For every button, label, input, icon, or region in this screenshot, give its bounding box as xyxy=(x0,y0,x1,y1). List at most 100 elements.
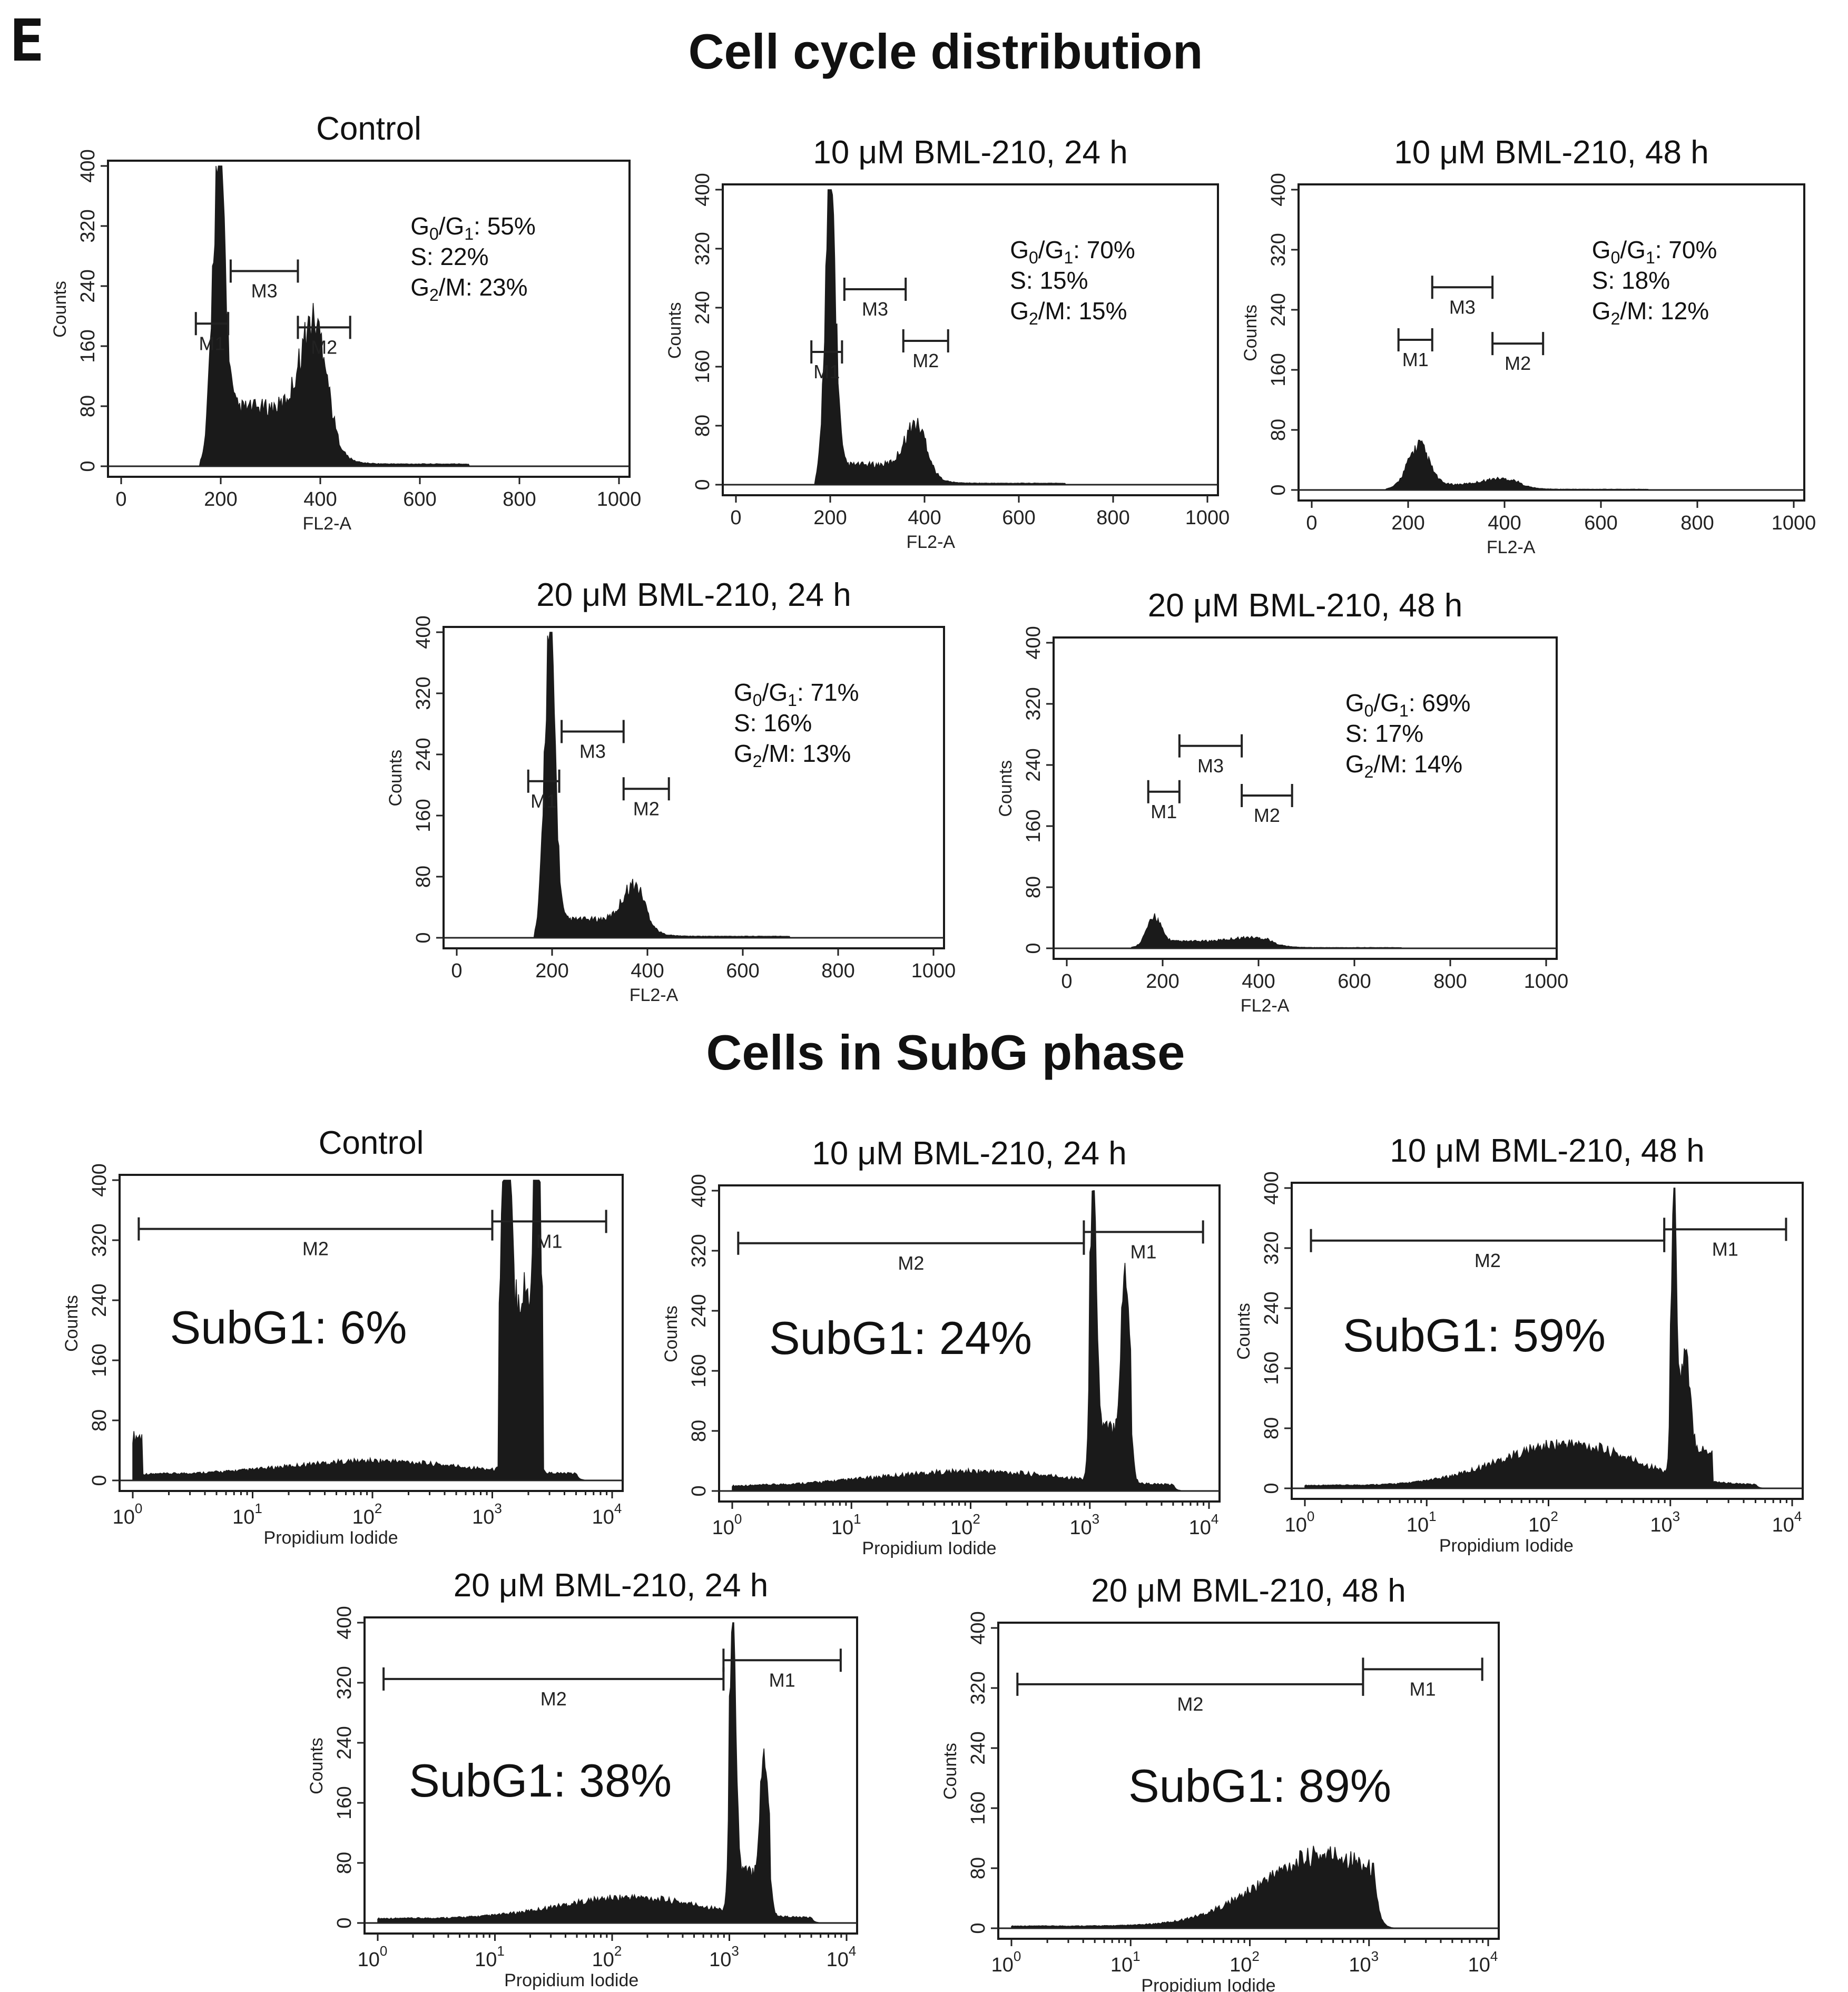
gate-m2 xyxy=(1241,784,1293,807)
gate-label: M2 xyxy=(1475,1250,1501,1271)
plot-frame xyxy=(1291,1182,1804,1500)
gate-m3 xyxy=(229,259,299,283)
phase-stat: G0/G1: 70% xyxy=(1010,236,1135,267)
phase-stat: G2/M: 15% xyxy=(1010,297,1127,328)
y-tick-label: 320 xyxy=(688,1234,710,1267)
x-tick-label: 400 xyxy=(631,960,664,982)
chart-title: 10 μM BML-210, 48 h xyxy=(1394,134,1708,171)
chart-1: Control 0 200 400 600 800 1000 0 80 160 240 320 400 F… xyxy=(50,111,641,534)
chart-title: 20 μM BML-210, 48 h xyxy=(1091,1573,1405,1609)
phase-stat: S: 17% xyxy=(1345,720,1423,747)
subg1-value: SubG1: 59% xyxy=(1343,1309,1606,1361)
y-tick-label: 80 xyxy=(333,1852,356,1874)
x-tick-label: 200 xyxy=(1146,970,1179,993)
phase-stat: S: 22% xyxy=(410,243,488,270)
y-tick-label: 240 xyxy=(412,738,435,771)
gate-label: M1 xyxy=(1402,349,1429,370)
y-tick-label: 0 xyxy=(77,460,99,472)
y-tick-label: 240 xyxy=(1023,748,1045,781)
x-tick-label: 102 xyxy=(352,1500,382,1528)
y-tick-label: 320 xyxy=(89,1223,111,1257)
y-tick-label: 0 xyxy=(692,479,714,490)
chart-title: 20 μM BML-210, 24 h xyxy=(454,1567,768,1604)
gate-label: M1 xyxy=(1410,1678,1436,1700)
y-axis-label: Counts xyxy=(386,750,406,807)
x-tick-label: 101 xyxy=(831,1511,861,1539)
y-tick-label: 160 xyxy=(412,799,435,832)
y-tick-label: 320 xyxy=(1267,233,1290,266)
gate-label: M3 xyxy=(1449,296,1476,318)
y-tick-label: 80 xyxy=(1261,1417,1283,1439)
gate-label: M1 xyxy=(1151,801,1177,822)
y-tick-label: 240 xyxy=(1261,1291,1283,1324)
histogram xyxy=(1011,1846,1488,1929)
gate-m1 xyxy=(1663,1218,1787,1241)
histogram xyxy=(1304,1188,1792,1489)
x-tick-label: 100 xyxy=(358,1943,388,1971)
chart-6: Control 100 101 102 103 104 0 80 160 240 320 400 Pro… xyxy=(62,1125,624,1548)
x-tick-label: 103 xyxy=(1650,1508,1680,1536)
gate-label: M2 xyxy=(912,350,939,371)
plot-frame xyxy=(1053,636,1558,960)
subg1-value: SubG1: 24% xyxy=(769,1312,1032,1364)
y-axis-label: Counts xyxy=(307,1738,327,1794)
x-tick-label: 800 xyxy=(503,488,536,511)
histogram xyxy=(377,1622,847,1924)
y-tick-label: 0 xyxy=(688,1485,710,1496)
x-tick-label: 101 xyxy=(232,1500,262,1528)
y-tick-label: 400 xyxy=(692,173,714,206)
x-axis-label: FL2-A xyxy=(630,985,679,1005)
y-tick-label: 240 xyxy=(77,269,99,302)
phase-stat: G0/G1: 71% xyxy=(734,679,859,710)
chart-title: 20 μM BML-210, 24 h xyxy=(536,577,851,613)
y-tick-label: 80 xyxy=(77,395,99,417)
gate-m1 xyxy=(1362,1657,1483,1681)
x-tick-label: 0 xyxy=(115,488,126,511)
x-tick-label: 1000 xyxy=(1524,970,1569,993)
x-tick-label: 0 xyxy=(730,507,741,529)
y-tick-label: 0 xyxy=(333,1917,356,1928)
gate-m2 xyxy=(297,316,351,339)
x-tick-label: 104 xyxy=(827,1943,857,1971)
x-tick-label: 102 xyxy=(592,1943,622,1971)
x-tick-label: 600 xyxy=(1002,507,1035,529)
x-tick-label: 103 xyxy=(1069,1511,1099,1539)
y-tick-label: 400 xyxy=(1023,626,1045,659)
histogram xyxy=(132,1180,612,1481)
y-tick-label: 80 xyxy=(688,1420,710,1442)
chart-5: 20 μM BML-210, 48 h 0 200 400 600 800 1000 0 80 1… xyxy=(996,587,1568,1016)
y-axis-label: Counts xyxy=(940,1743,960,1800)
y-axis-label: Counts xyxy=(996,760,1016,817)
gate-label: M1 xyxy=(1131,1241,1157,1262)
histogram xyxy=(732,1190,1209,1491)
x-tick-label: 600 xyxy=(1584,512,1617,534)
phase-stat: S: 15% xyxy=(1010,267,1088,294)
x-axis-label: FL2-A xyxy=(1241,996,1290,1016)
section-title-cycle: Cell cycle distribution xyxy=(689,24,1203,79)
x-tick-label: 600 xyxy=(403,488,436,511)
subg1-value: SubG1: 89% xyxy=(1128,1760,1391,1812)
gate-m1 xyxy=(1083,1220,1204,1244)
y-tick-label: 400 xyxy=(89,1163,111,1196)
gate-label: M1 xyxy=(199,332,225,354)
gate-label: M2 xyxy=(633,798,660,819)
chart-10: 20 μM BML-210, 48 h 100 101 102 103 104 0 80 160… xyxy=(940,1573,1500,1992)
y-tick-label: 0 xyxy=(1267,484,1290,495)
phase-stat: S: 18% xyxy=(1592,267,1670,294)
gate-m2 xyxy=(737,1231,1085,1255)
y-axis-label: Counts xyxy=(661,1306,681,1362)
x-tick-label: 200 xyxy=(813,507,847,529)
y-tick-label: 320 xyxy=(1261,1231,1283,1264)
x-tick-label: 800 xyxy=(821,960,854,982)
gate-label: M1 xyxy=(530,790,557,812)
gate-m2 xyxy=(902,329,949,352)
y-tick-label: 80 xyxy=(1023,876,1045,898)
y-tick-label: 160 xyxy=(89,1343,111,1377)
gate-label: M3 xyxy=(1197,755,1224,777)
gate-label: M1 xyxy=(1712,1238,1738,1260)
x-tick-label: 100 xyxy=(113,1500,143,1528)
gate-label: M1 xyxy=(536,1230,563,1252)
gate-m2 xyxy=(1491,332,1545,356)
gate-m1 xyxy=(810,340,843,364)
y-tick-label: 320 xyxy=(1023,687,1045,720)
